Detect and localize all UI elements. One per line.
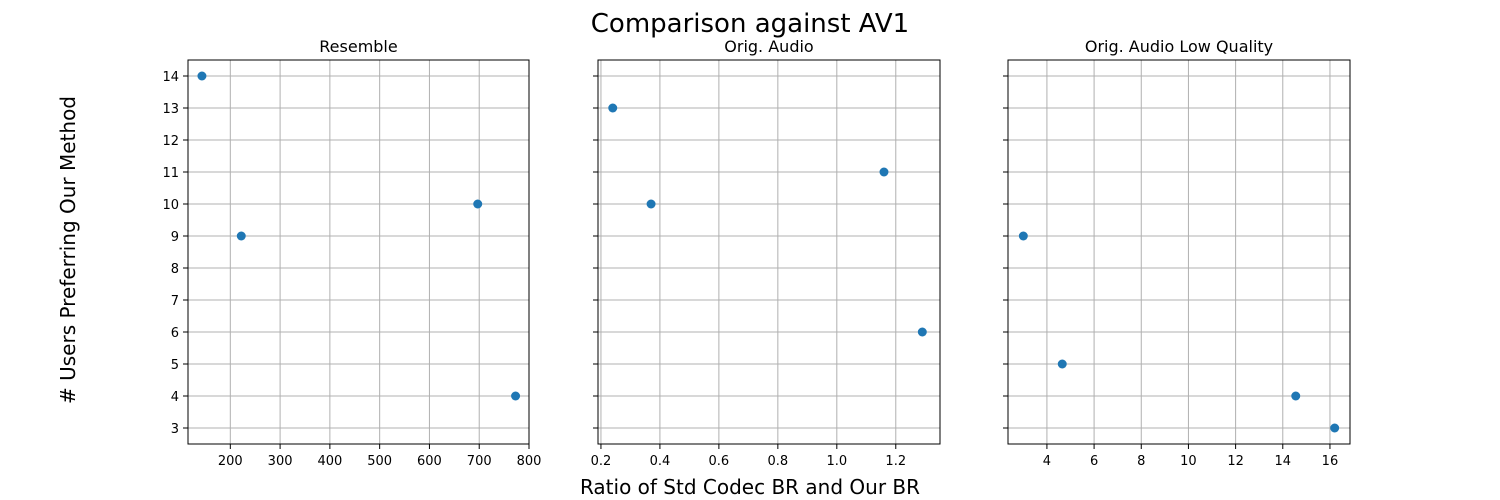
x-tick-label: 10 (1180, 454, 1197, 469)
x-tick-label: 0.8 (768, 454, 789, 469)
figure-title: Comparison against AV1 (591, 9, 909, 39)
y-tick-label: 4 (171, 390, 179, 405)
y-tick-label: 14 (162, 70, 179, 85)
data-point (1291, 391, 1301, 401)
x-tick-label: 0.4 (650, 454, 671, 469)
data-point (473, 199, 483, 209)
subplot-title: Orig. Audio Low Quality (1085, 37, 1273, 56)
x-tick-label: 0.2 (591, 454, 612, 469)
plot-frame (1007, 59, 1351, 445)
figure-y-axis-label: # Users Preferring Our Method (56, 96, 80, 404)
y-tick-label: 3 (171, 422, 179, 437)
x-tick-label: 8 (1137, 454, 1145, 469)
figure-x-axis-label: Ratio of Std Codec BR and Our BR (580, 475, 920, 499)
y-tick-label: 9 (171, 230, 179, 245)
subplot-3: 4 6 8 10 12 14 16 Orig. Audio Low Quality (1003, 37, 1351, 469)
y-tick-label: 13 (162, 102, 179, 117)
data-point (197, 71, 207, 81)
x-tick-label: 6 (1090, 454, 1098, 469)
data-point (917, 327, 927, 337)
x-tick-label: 400 (317, 454, 342, 469)
x-tick-label: 200 (218, 454, 243, 469)
data-point (236, 231, 246, 241)
x-tick-label: 14 (1275, 454, 1292, 469)
x-tick-label: 300 (268, 454, 293, 469)
subplot-2: 0.2 0.4 0.6 0.8 1.0 1.2 Orig. Audio (591, 37, 941, 469)
x-tick-label: 0.6 (709, 454, 730, 469)
data-point (879, 167, 889, 177)
subplot-title: Resemble (319, 37, 397, 56)
x-tick-label: 500 (367, 454, 392, 469)
x-tick-label: 12 (1227, 454, 1244, 469)
y-tick-label: 11 (162, 166, 179, 181)
x-tick-label: 16 (1322, 454, 1339, 469)
x-tick-label: 700 (467, 454, 492, 469)
data-point (1330, 423, 1340, 433)
data-point (1018, 231, 1028, 241)
y-tick-label: 6 (171, 326, 179, 341)
data-point (1057, 359, 1067, 369)
plot-frame (597, 59, 941, 445)
y-tick-label: 10 (162, 198, 179, 213)
data-point (608, 103, 618, 113)
x-tick-label: 1.2 (885, 454, 906, 469)
y-tick-label: 7 (171, 294, 179, 309)
x-tick-label: 800 (517, 454, 542, 469)
subplot-title: Orig. Audio (724, 37, 813, 56)
x-tick-label: 600 (417, 454, 442, 469)
x-tick-label: 4 (1043, 454, 1051, 469)
y-tick-label: 8 (171, 262, 179, 277)
data-point (646, 199, 656, 209)
subplot-1: 200 300 400 500 600 700 800 3 4 5 6 7 8 9 10 11 12 13 14 Re… (162, 37, 541, 469)
y-tick-label: 5 (171, 358, 179, 373)
plot-frame (187, 59, 530, 445)
data-point (511, 391, 521, 401)
y-tick-label: 12 (162, 134, 179, 149)
x-tick-label: 1.0 (826, 454, 847, 469)
